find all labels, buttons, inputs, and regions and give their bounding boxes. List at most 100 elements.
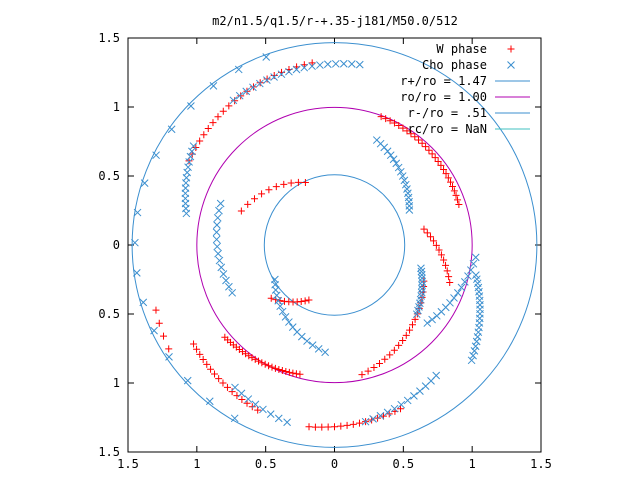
chart-title: m2/n1.5/q1.5/r-+.35-j181/M50.0/512	[212, 14, 458, 28]
cho-phase-point	[369, 415, 377, 423]
w-phase-point	[237, 207, 245, 215]
cho-phase-point	[132, 268, 141, 277]
cho-phase-point	[251, 400, 260, 409]
cho-phase-point	[469, 259, 478, 268]
y-tick-label: 0.5	[98, 169, 120, 183]
w-phase-point	[282, 367, 290, 375]
w-phase-point	[442, 170, 450, 178]
cho-phase-point	[213, 213, 222, 222]
cho-phase-point	[401, 180, 410, 189]
w-phase-point	[423, 229, 431, 237]
cho-phase-point	[281, 313, 290, 321]
cho-phase-point	[469, 351, 477, 360]
w-phase-point	[445, 273, 453, 281]
w-phase-point	[160, 332, 168, 340]
cho-phase-point	[460, 278, 469, 286]
cho-phase-point	[242, 87, 251, 96]
x-tick-label: 0	[331, 457, 338, 471]
cho-phase-point	[417, 267, 426, 276]
w-phase-point	[437, 251, 445, 259]
w-phase-point	[420, 225, 428, 233]
w-phase-point	[190, 340, 198, 348]
w-phase-point	[271, 364, 279, 372]
w-phase-point	[411, 133, 419, 141]
w-phase-point	[199, 355, 207, 363]
legend-label: rc/ro = NaN	[408, 122, 487, 136]
w-phase-point	[209, 119, 217, 127]
cho-phase-point	[392, 159, 401, 168]
w-phase-point	[192, 143, 200, 151]
w-phase-point	[364, 367, 372, 375]
w-phase-point	[305, 423, 313, 431]
cho-phase-point	[453, 288, 462, 297]
w-phase-point	[228, 388, 236, 396]
cho-phase-point	[405, 202, 414, 210]
legend-label: Cho phase	[422, 58, 487, 72]
w-phase-point	[443, 267, 451, 275]
w-phase-point	[305, 296, 313, 304]
cho-phase-point	[297, 332, 306, 341]
w-phase-point	[265, 186, 273, 194]
w-phase-point	[450, 187, 458, 195]
x-tick-label: 0.5	[392, 457, 414, 471]
w-phase-point	[381, 355, 389, 363]
w-phase-point	[435, 246, 443, 254]
w-phase-point	[318, 423, 326, 431]
w-phase-point	[390, 346, 398, 354]
cho-phase-point	[423, 319, 432, 327]
w-phase-point	[255, 357, 263, 365]
cho-phase-point	[263, 76, 271, 84]
w-phase-point	[440, 165, 448, 173]
y-tick-label: 1	[113, 100, 120, 114]
w-phase-point	[403, 127, 411, 135]
w-phase-point	[200, 131, 208, 139]
w-phase-point	[272, 183, 280, 191]
w-phase-point	[219, 107, 227, 115]
w-phase-point	[280, 180, 288, 188]
cho-phase-point	[283, 418, 291, 427]
cho-phase-point	[219, 270, 228, 278]
radius-circle	[263, 174, 406, 316]
w-phase-point	[219, 379, 227, 387]
w-phase-point	[349, 420, 357, 428]
cho-phase-point	[383, 408, 392, 417]
w-phase-point	[337, 422, 345, 430]
w-phase-point	[444, 174, 452, 182]
cho-phase-point	[225, 282, 233, 291]
w-phase-point	[422, 143, 430, 151]
w-phase-point	[152, 306, 160, 314]
cho-phase-point	[205, 397, 214, 406]
w-phase-point	[395, 122, 403, 130]
cho-phase-point	[450, 294, 458, 302]
cho-phase-point	[473, 332, 482, 341]
cho-phase-point	[237, 389, 246, 398]
cho-phase-point	[274, 414, 283, 423]
w-phase-point	[215, 375, 223, 383]
w-phase-point	[196, 350, 204, 358]
w-phase-point	[377, 113, 385, 121]
axis-ticks: 1.5 1 0.5 0 0.5 1 1.51.510.500.511.5	[98, 31, 552, 471]
w-phase-point	[250, 195, 258, 203]
cho-phase-point	[300, 63, 309, 72]
cho-phase-point	[189, 142, 198, 150]
cho-phase-point	[323, 60, 332, 69]
w-phase-point	[308, 59, 316, 67]
cho-phase-point	[417, 264, 425, 273]
cho-phase-point	[262, 53, 271, 61]
radius-circle	[196, 106, 473, 384]
w-phase-point	[437, 161, 445, 169]
w-phase-point	[382, 115, 390, 123]
w-phase-point	[237, 92, 245, 100]
cho-phase-point	[472, 337, 481, 346]
w-phase-point	[196, 137, 204, 145]
cho-phase-point	[234, 65, 243, 74]
cho-phase-point	[183, 376, 192, 385]
cho-phase-point	[416, 387, 424, 395]
w-phase-point	[434, 157, 442, 165]
cho-phase-point	[131, 238, 139, 247]
w-phase-point	[258, 190, 266, 198]
w-phase-point	[440, 256, 448, 264]
w-phase-point	[294, 178, 302, 186]
w-phase-point	[397, 405, 405, 413]
